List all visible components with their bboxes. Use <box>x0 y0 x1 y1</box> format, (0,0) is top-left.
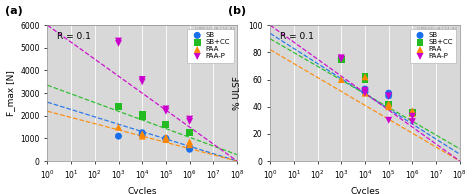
PAA-P <box>361 92 369 95</box>
SB+CC <box>138 115 146 118</box>
SB <box>186 148 193 151</box>
X-axis label: Cycles: Cycles <box>128 187 157 194</box>
PAA-P <box>186 118 193 121</box>
PAA <box>361 92 369 95</box>
PAA <box>337 78 345 81</box>
PAA-P <box>138 78 146 81</box>
SB <box>385 92 392 95</box>
Text: (b): (b) <box>228 6 246 16</box>
PAA <box>138 135 146 138</box>
SB <box>361 90 369 93</box>
PAA <box>385 102 392 106</box>
Y-axis label: F_max [N]: F_max [N] <box>6 70 15 116</box>
PAA <box>186 140 193 143</box>
PAA-P <box>115 40 122 43</box>
PAA-P <box>385 94 392 97</box>
SB+CC <box>138 113 146 116</box>
PAA-P <box>409 115 416 118</box>
SB <box>337 58 345 61</box>
PAA <box>361 75 369 78</box>
PAA <box>162 138 170 141</box>
PAA-P <box>337 58 345 61</box>
SB <box>186 146 193 149</box>
Text: R = 0.1: R = 0.1 <box>57 32 91 41</box>
PAA <box>138 132 146 135</box>
Y-axis label: % ULSF: % ULSF <box>234 76 243 110</box>
PAA-P <box>115 42 122 45</box>
SB+CC <box>162 123 170 126</box>
PAA <box>409 109 416 112</box>
SB <box>138 131 146 134</box>
SB <box>115 135 122 138</box>
SB+CC <box>409 111 416 114</box>
Legend: SB, SB+CC, PAA, PAA-P: SB, SB+CC, PAA, PAA-P <box>410 29 456 63</box>
SB <box>162 137 170 140</box>
PAA <box>162 136 170 139</box>
PAA-P <box>162 107 170 111</box>
PAA-P <box>409 120 416 123</box>
PAA-P <box>385 119 392 122</box>
PAA-P <box>361 89 369 92</box>
SB+CC <box>361 75 369 78</box>
PAA <box>186 143 193 146</box>
PAA <box>409 112 416 115</box>
SB <box>409 111 416 114</box>
Text: D-PM-SG-FA-C14_All: D-PM-SG-FA-C14_All <box>417 27 458 31</box>
SB <box>162 138 170 141</box>
SB <box>361 87 369 91</box>
Text: (a): (a) <box>5 6 22 16</box>
SB+CC <box>385 102 392 106</box>
SB+CC <box>361 78 369 81</box>
X-axis label: Cycles: Cycles <box>350 187 380 194</box>
PAA-P <box>186 120 193 123</box>
SB+CC <box>115 105 122 108</box>
Text: R = 0.1: R = 0.1 <box>280 32 313 41</box>
Legend: SB, SB+CC, PAA, PAA-P: SB, SB+CC, PAA, PAA-P <box>187 29 234 63</box>
SB <box>138 133 146 137</box>
SB+CC <box>186 131 193 134</box>
SB+CC <box>337 58 345 61</box>
PAA-P <box>337 56 345 59</box>
SB <box>385 94 392 97</box>
PAA-P <box>162 110 170 113</box>
PAA-P <box>138 80 146 83</box>
PAA <box>115 126 122 129</box>
Text: D-PM-SG-FA-C14_All: D-PM-SG-FA-C14_All <box>194 27 235 31</box>
SB <box>409 112 416 115</box>
PAA <box>385 105 392 108</box>
